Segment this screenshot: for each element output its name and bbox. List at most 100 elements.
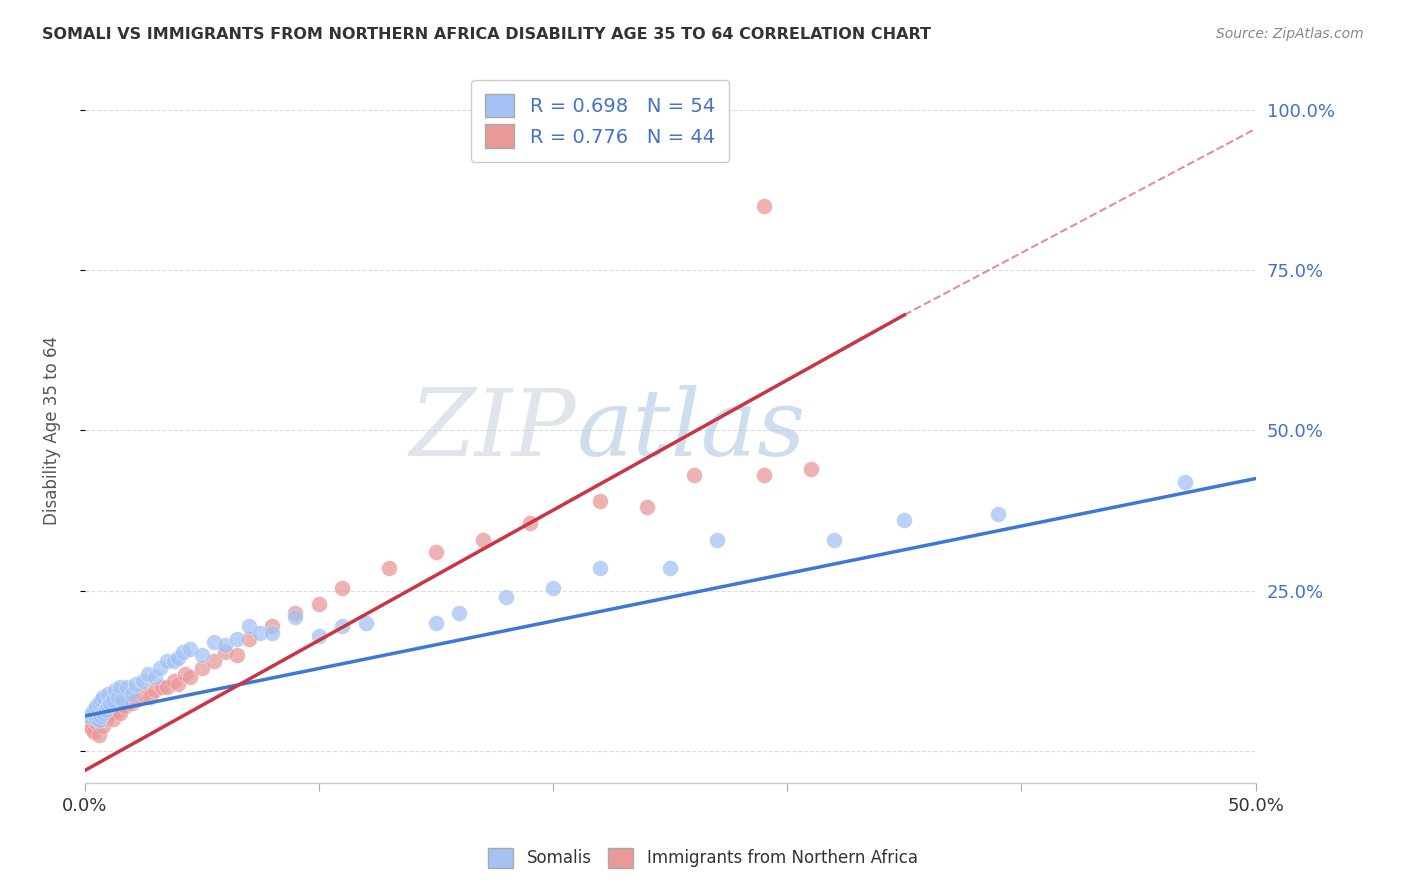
Point xyxy=(93,718,115,732)
Point xyxy=(101,712,124,726)
Point xyxy=(149,661,172,675)
Point xyxy=(179,671,201,685)
Legend: Somalis, Immigrants from Northern Africa: Somalis, Immigrants from Northern Africa xyxy=(482,841,924,875)
Point xyxy=(800,462,823,476)
Point xyxy=(191,648,214,662)
Point xyxy=(94,702,117,716)
Point xyxy=(202,635,225,649)
Point xyxy=(167,677,190,691)
Point xyxy=(107,702,129,716)
Point xyxy=(752,468,775,483)
Point xyxy=(330,619,353,633)
Point xyxy=(80,722,103,736)
Point xyxy=(519,516,541,531)
Point xyxy=(262,625,284,640)
Y-axis label: Disability Age 35 to 64: Disability Age 35 to 64 xyxy=(44,336,60,524)
Point xyxy=(104,683,127,698)
Point xyxy=(108,680,131,694)
Point xyxy=(83,702,105,716)
Point xyxy=(132,686,155,700)
Point xyxy=(330,581,353,595)
Point xyxy=(191,661,214,675)
Legend: R = 0.698   N = 54, R = 0.776   N = 44: R = 0.698 N = 54, R = 0.776 N = 44 xyxy=(471,80,728,161)
Point xyxy=(101,693,124,707)
Point xyxy=(163,655,186,669)
Point xyxy=(354,615,377,630)
Text: ZIP: ZIP xyxy=(411,385,576,475)
Point xyxy=(83,725,105,739)
Point xyxy=(541,581,564,595)
Point xyxy=(108,706,131,720)
Point xyxy=(659,561,682,575)
Point xyxy=(139,690,162,704)
Point xyxy=(449,607,471,621)
Point xyxy=(111,693,134,707)
Point xyxy=(93,690,115,704)
Point xyxy=(156,655,179,669)
Point xyxy=(425,615,447,630)
Point xyxy=(143,683,166,698)
Point xyxy=(262,619,284,633)
Point xyxy=(214,645,236,659)
Point xyxy=(156,680,179,694)
Point xyxy=(249,625,271,640)
Point xyxy=(214,639,236,653)
Point xyxy=(86,712,108,726)
Point xyxy=(79,718,101,732)
Point xyxy=(226,648,249,662)
Text: atlas: atlas xyxy=(576,385,806,475)
Point xyxy=(86,699,108,714)
Point xyxy=(238,619,260,633)
Point xyxy=(114,699,136,714)
Point xyxy=(125,693,148,707)
Point xyxy=(706,533,728,547)
Point xyxy=(823,533,845,547)
Point xyxy=(174,667,197,681)
Point xyxy=(752,199,775,213)
Point xyxy=(1174,475,1197,489)
Point xyxy=(97,709,120,723)
Point xyxy=(97,699,120,714)
Point xyxy=(495,591,517,605)
Point xyxy=(308,597,330,611)
Point xyxy=(167,651,190,665)
Point xyxy=(87,696,110,710)
Point xyxy=(471,533,494,547)
Point xyxy=(100,706,122,720)
Point xyxy=(90,709,112,723)
Point xyxy=(115,680,138,694)
Point xyxy=(284,609,307,624)
Point xyxy=(179,641,201,656)
Point xyxy=(90,709,112,723)
Point xyxy=(90,693,112,707)
Point xyxy=(93,706,115,720)
Point xyxy=(202,655,225,669)
Point xyxy=(226,632,249,646)
Point xyxy=(682,468,704,483)
Point xyxy=(132,673,155,688)
Point xyxy=(125,677,148,691)
Point xyxy=(100,696,122,710)
Point xyxy=(150,680,173,694)
Point xyxy=(425,545,447,559)
Point xyxy=(121,686,143,700)
Point xyxy=(121,696,143,710)
Text: SOMALI VS IMMIGRANTS FROM NORTHERN AFRICA DISABILITY AGE 35 TO 64 CORRELATION CH: SOMALI VS IMMIGRANTS FROM NORTHERN AFRIC… xyxy=(42,27,931,42)
Point xyxy=(97,686,120,700)
Point xyxy=(238,632,260,646)
Point xyxy=(893,513,915,527)
Point xyxy=(136,667,159,681)
Point xyxy=(987,507,1010,521)
Point xyxy=(284,607,307,621)
Point xyxy=(589,561,612,575)
Point xyxy=(378,561,401,575)
Point xyxy=(589,494,612,508)
Text: Source: ZipAtlas.com: Source: ZipAtlas.com xyxy=(1216,27,1364,41)
Point xyxy=(87,728,110,742)
Point xyxy=(636,500,658,515)
Point xyxy=(107,690,129,704)
Point xyxy=(94,712,117,726)
Point xyxy=(86,715,108,730)
Point xyxy=(79,709,101,723)
Point xyxy=(172,645,194,659)
